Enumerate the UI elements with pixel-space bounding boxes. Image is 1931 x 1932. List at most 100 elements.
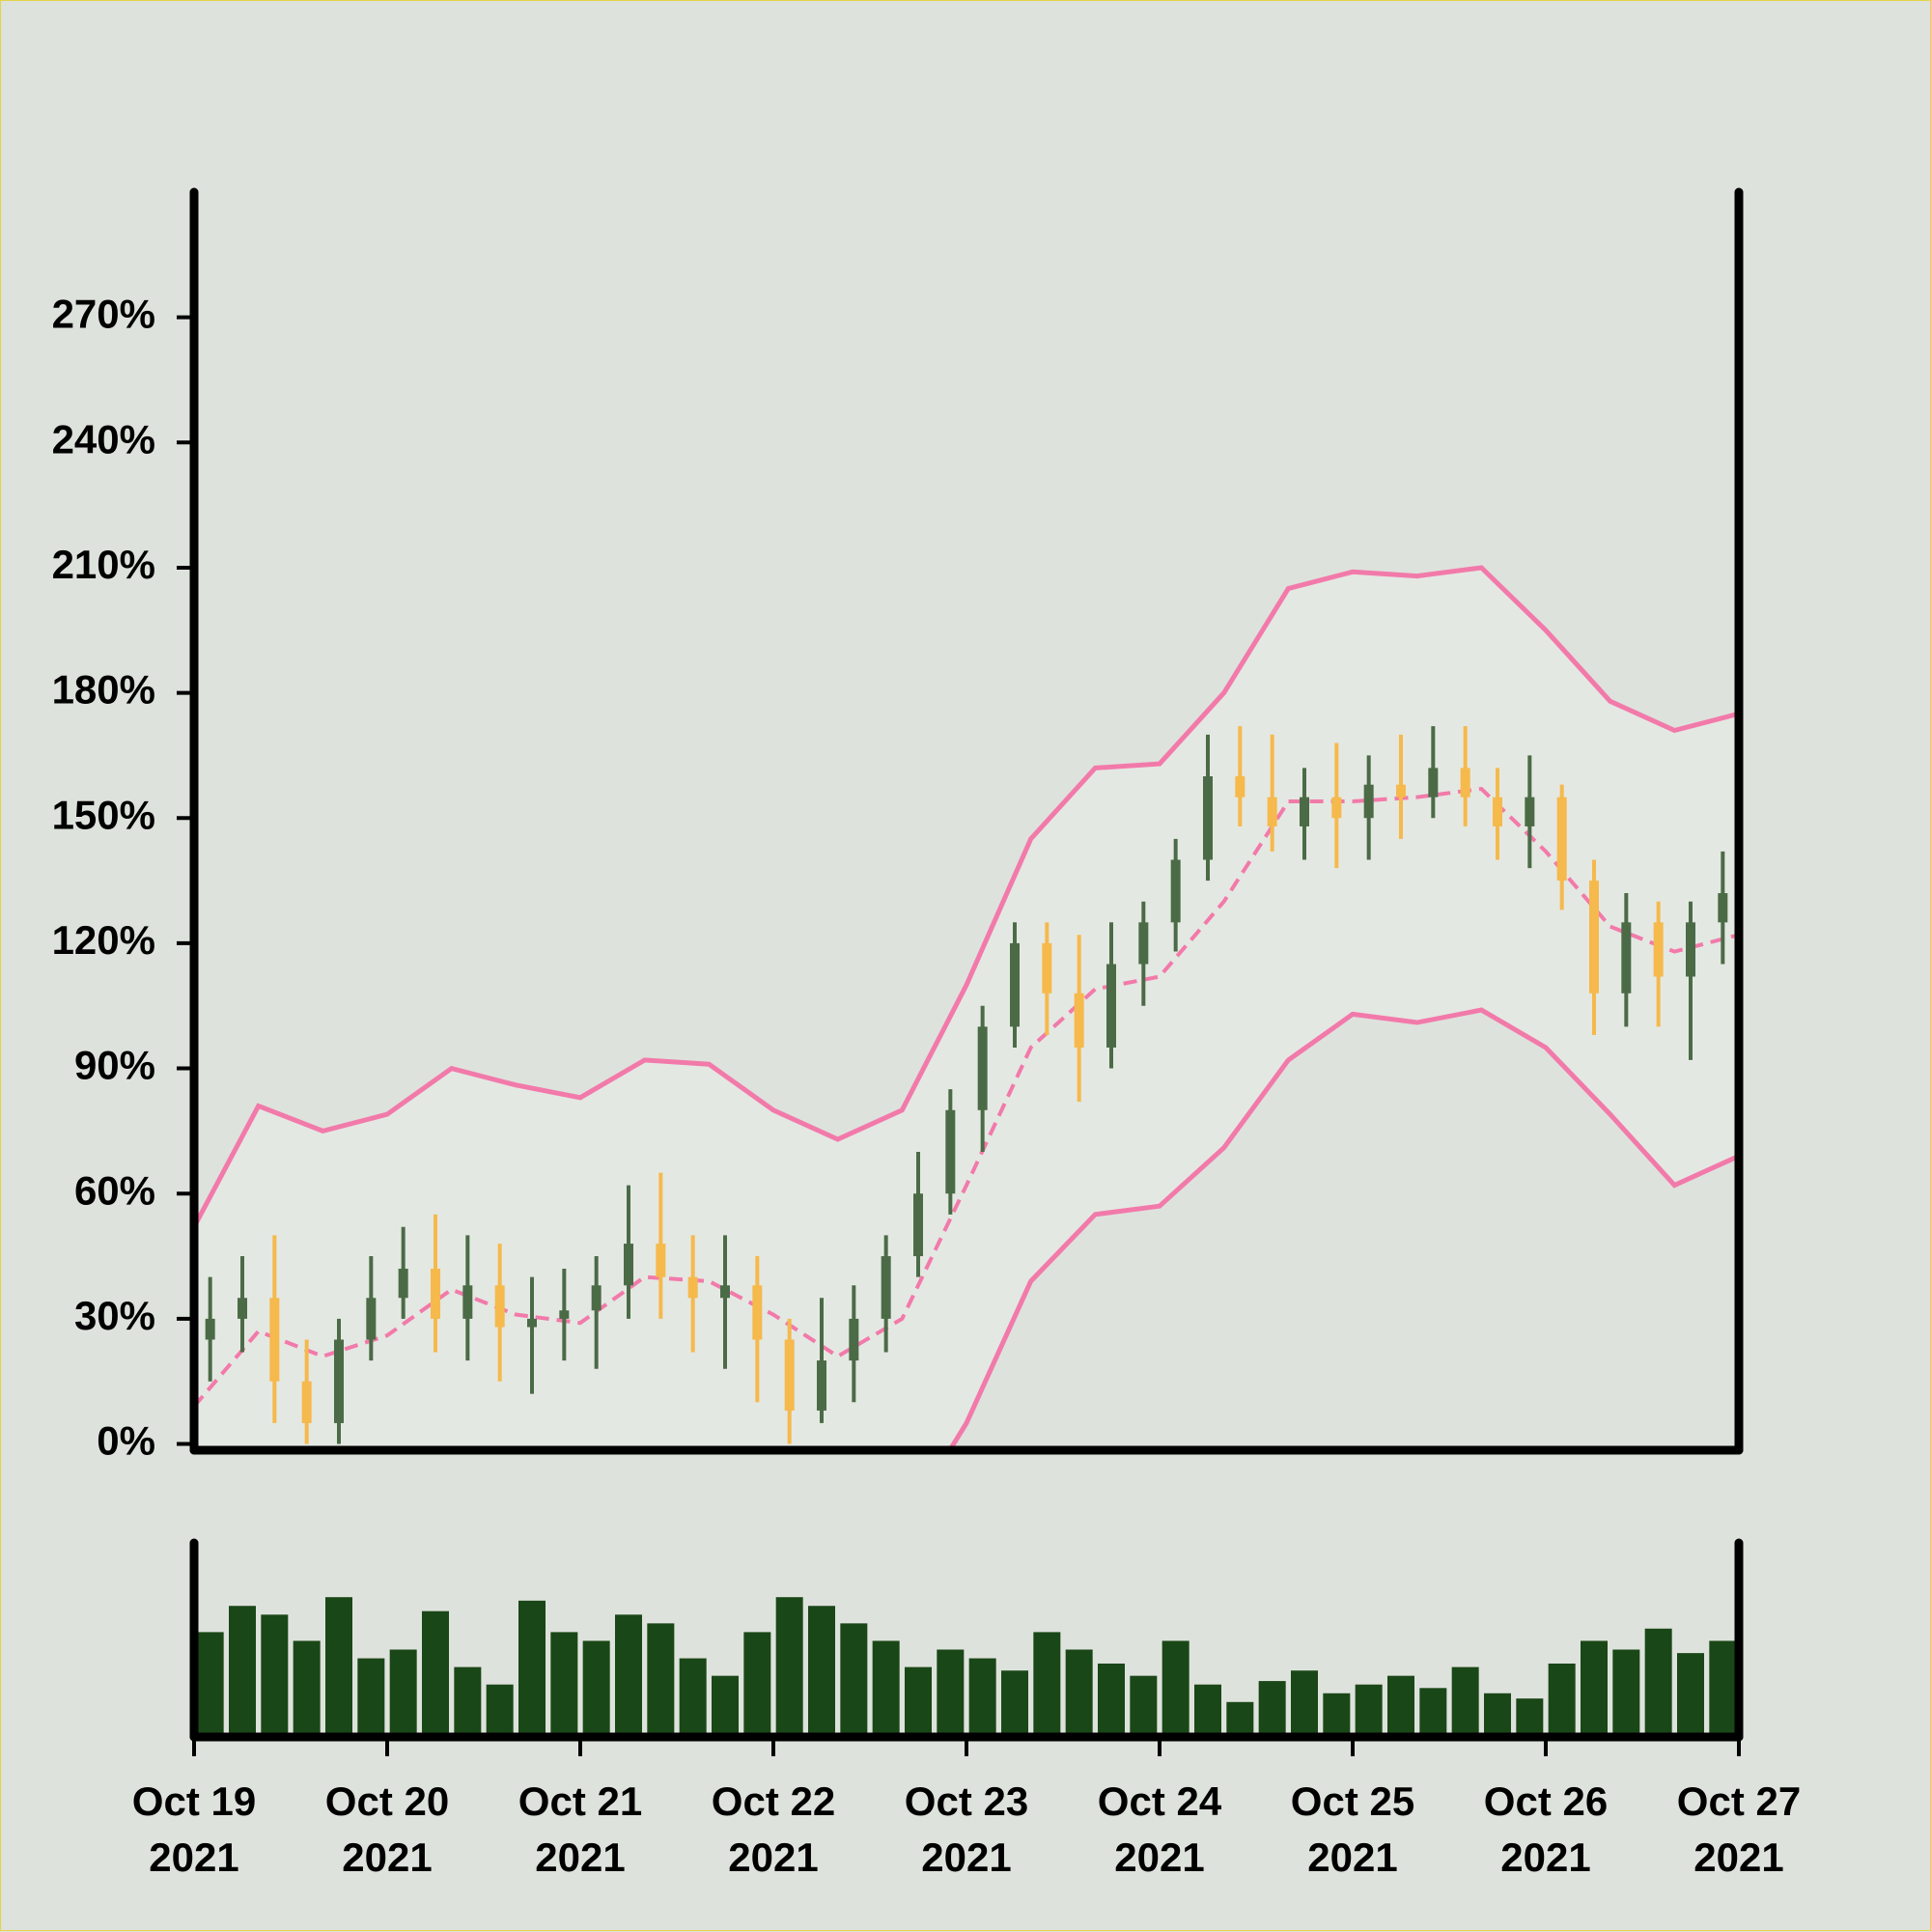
ohlc-body	[784, 1339, 795, 1411]
volume-bar	[1291, 1670, 1318, 1737]
volume-bar	[389, 1649, 417, 1737]
volume-bar	[357, 1658, 385, 1737]
y-tick-label: 210%	[52, 542, 155, 587]
ohlc-body	[1589, 881, 1599, 994]
volume-bar	[968, 1658, 996, 1737]
volume-bar	[293, 1640, 321, 1737]
ohlc-body	[817, 1360, 826, 1411]
volume-bar	[1387, 1675, 1414, 1737]
volume-bar	[582, 1640, 610, 1737]
volume-bar	[1323, 1693, 1351, 1737]
x-tick-label: Oct 25 2021	[1290, 1778, 1415, 1880]
volume-bar	[1677, 1653, 1704, 1737]
ohlc-body	[1235, 776, 1245, 798]
volume-bar	[1194, 1684, 1221, 1737]
ohlc-body	[1525, 797, 1535, 826]
volume-bar	[712, 1675, 739, 1737]
volume-bar	[1484, 1693, 1511, 1737]
volume-bar	[1001, 1670, 1028, 1737]
x-tick-label: Oct 21 2021	[518, 1778, 643, 1880]
ohlc-body	[527, 1318, 537, 1328]
volume-bar	[1612, 1649, 1640, 1737]
ohlc-body	[1556, 797, 1567, 882]
ohlc-body	[1010, 942, 1020, 1027]
volume-panel	[196, 1597, 1737, 1737]
volume-bar	[1258, 1681, 1286, 1737]
ohlc-body	[431, 1269, 440, 1319]
volume-bar	[1451, 1666, 1479, 1737]
ohlc-body	[945, 1109, 956, 1194]
ohlc-body	[656, 1244, 666, 1277]
ohlc-body	[913, 1193, 923, 1257]
ohlc-body	[591, 1285, 602, 1311]
ohlc-body	[849, 1318, 859, 1361]
volume-bar	[1098, 1663, 1125, 1737]
volume-bar	[1419, 1688, 1447, 1737]
volume-bar	[808, 1606, 835, 1737]
volume-bar	[679, 1658, 707, 1737]
volume-bar	[1548, 1663, 1576, 1737]
ohlc-body	[1363, 784, 1374, 819]
plot-area	[194, 565, 1739, 1450]
ohlc-body	[1460, 768, 1470, 798]
ohlc-body	[205, 1318, 215, 1340]
y-tick-label: 240%	[52, 416, 155, 462]
ohlc-body	[1331, 797, 1342, 819]
ohlc-body	[624, 1244, 633, 1286]
ohlc-body	[720, 1285, 730, 1299]
ohlc-body	[1718, 893, 1728, 923]
band-lower	[946, 1007, 1739, 1450]
x-tick-label: Oct 20 2021	[324, 1778, 450, 1880]
ohlc-body	[1653, 922, 1664, 977]
y-tick-label: 60%	[74, 1167, 155, 1213]
ohlc-body	[334, 1339, 344, 1423]
volume-bar	[1226, 1701, 1254, 1737]
volume-bar	[615, 1614, 642, 1737]
ohlc-body	[687, 1276, 698, 1299]
band-middle	[194, 786, 1739, 1408]
volume-bar	[1130, 1675, 1158, 1737]
ohlc-body	[1621, 922, 1632, 994]
volume-bar	[1033, 1632, 1061, 1737]
x-tick-label: Oct 27 2021	[1676, 1778, 1802, 1880]
ohlc-body	[1074, 993, 1084, 1048]
ohlc-body	[1428, 768, 1439, 798]
axes: 0% 30% 60% 90% 120% 150% 180% 210% 240% 270%	[52, 187, 1744, 1756]
volume-bar	[518, 1600, 546, 1737]
ohlc-body	[1170, 859, 1181, 923]
ohlc-body	[366, 1298, 377, 1340]
ohlc-body	[269, 1298, 280, 1382]
volume-bar	[1644, 1628, 1672, 1737]
volume-bar	[422, 1610, 449, 1737]
volume-bar	[196, 1632, 224, 1737]
ohlc-body	[977, 1026, 988, 1110]
volume-bar	[743, 1632, 771, 1737]
band-fill	[194, 567, 1739, 1450]
ohlc-body	[1686, 922, 1695, 977]
ohlc-body	[881, 1256, 891, 1319]
volume-bar	[229, 1606, 256, 1737]
ohlc-body	[301, 1381, 312, 1423]
volume-bar	[1065, 1649, 1093, 1737]
ohlc-body	[559, 1310, 570, 1319]
ohlc-body	[1042, 942, 1052, 994]
ohlc-body	[1396, 784, 1406, 798]
volume-bar	[647, 1623, 675, 1737]
ohlc-body	[494, 1285, 505, 1328]
x-tick-label: Oct 22 2021	[711, 1778, 836, 1880]
y-tick-label: 180%	[52, 667, 155, 713]
volume-bar	[905, 1666, 932, 1737]
ohlc-body	[1203, 776, 1213, 860]
ohlc-body	[1106, 964, 1116, 1048]
volume-bar	[775, 1597, 803, 1737]
x-tick-label: Oct 19 2021	[131, 1778, 257, 1880]
volume-bar	[1355, 1684, 1383, 1737]
ohlc-body	[238, 1298, 247, 1319]
y-tick-label: 0%	[97, 1418, 155, 1464]
volume-bar	[1581, 1640, 1608, 1737]
y-tick-label: 30%	[74, 1293, 155, 1338]
volume-bar	[1709, 1640, 1737, 1737]
volume-bar	[261, 1614, 289, 1737]
ohlc-body	[1138, 922, 1149, 965]
